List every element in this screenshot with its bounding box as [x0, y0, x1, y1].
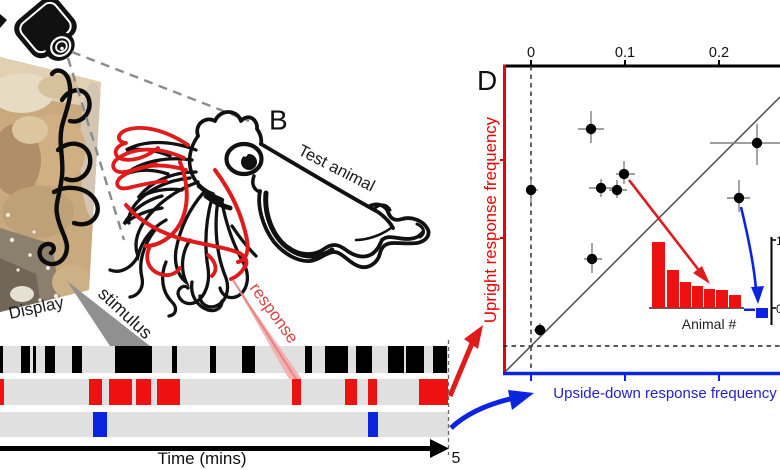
svg-text:B: B [269, 105, 288, 136]
svg-text:0.1: 0.1 [615, 45, 635, 61]
svg-text:D: D [477, 65, 497, 96]
svg-text:0: 0 [527, 45, 535, 61]
svg-text:1: 1 [776, 234, 780, 248]
svg-text:Upside-down response frequency: Upside-down response frequency [553, 385, 777, 402]
svg-text:Animal #: Animal # [682, 316, 737, 332]
svg-text:0: 0 [776, 302, 780, 316]
svg-text:0.2: 0.2 [709, 45, 729, 61]
svg-text:Upright response frequency: Upright response frequency [481, 116, 500, 323]
svg-text:Time (mins): Time (mins) [157, 449, 246, 468]
svg-text:5: 5 [452, 450, 461, 467]
